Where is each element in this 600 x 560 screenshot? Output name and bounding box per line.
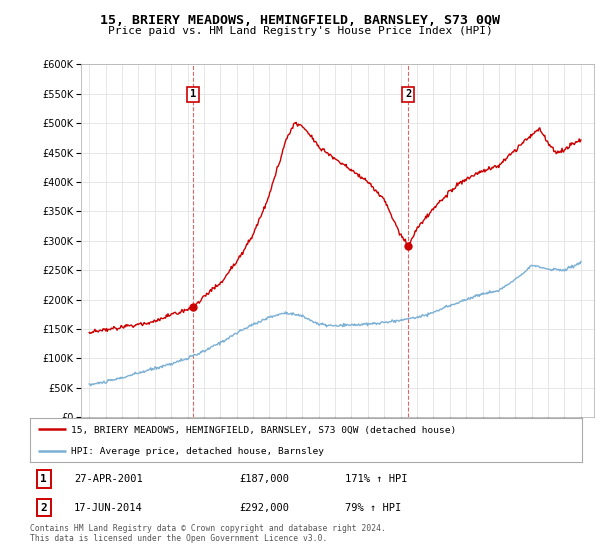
Text: 79% ↑ HPI: 79% ↑ HPI <box>344 502 401 512</box>
Text: 2: 2 <box>40 502 47 512</box>
Text: Price paid vs. HM Land Registry's House Price Index (HPI): Price paid vs. HM Land Registry's House … <box>107 26 493 36</box>
Text: £292,000: £292,000 <box>240 502 290 512</box>
Text: Contains HM Land Registry data © Crown copyright and database right 2024.
This d: Contains HM Land Registry data © Crown c… <box>30 524 386 543</box>
Text: 171% ↑ HPI: 171% ↑ HPI <box>344 474 407 484</box>
Text: HPI: Average price, detached house, Barnsley: HPI: Average price, detached house, Barn… <box>71 447 325 456</box>
Text: 1: 1 <box>40 474 47 484</box>
Text: 15, BRIERY MEADOWS, HEMINGFIELD, BARNSLEY, S73 0QW: 15, BRIERY MEADOWS, HEMINGFIELD, BARNSLE… <box>100 14 500 27</box>
Text: 15, BRIERY MEADOWS, HEMINGFIELD, BARNSLEY, S73 0QW (detached house): 15, BRIERY MEADOWS, HEMINGFIELD, BARNSLE… <box>71 426 457 435</box>
Text: 17-JUN-2014: 17-JUN-2014 <box>74 502 143 512</box>
Text: 27-APR-2001: 27-APR-2001 <box>74 474 143 484</box>
Text: 2: 2 <box>405 90 411 99</box>
Text: £187,000: £187,000 <box>240 474 290 484</box>
Text: 1: 1 <box>190 90 196 99</box>
